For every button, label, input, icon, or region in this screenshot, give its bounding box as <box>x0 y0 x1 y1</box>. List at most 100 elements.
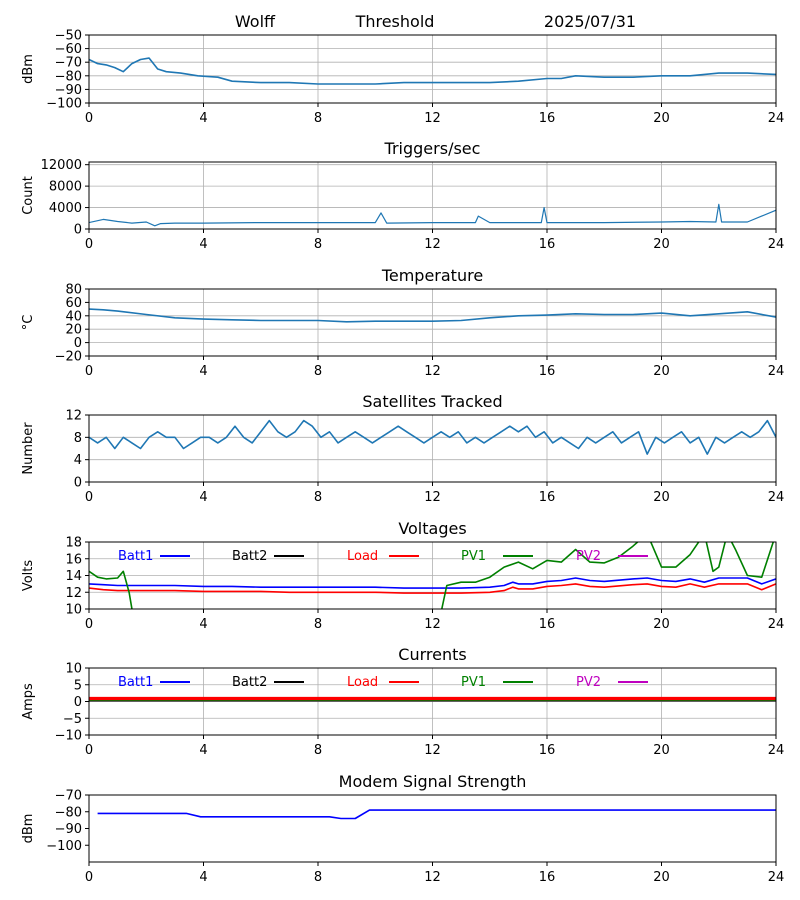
x-tick-label: 0 <box>85 364 93 379</box>
chart-panel-1: 0 4 8 12 16 20 24 −100−90−80−70−60−50 dBm <box>21 29 784 127</box>
x-tick-label: 4 <box>199 364 207 379</box>
x-tick-label: 20 <box>653 490 670 505</box>
y-tick-label: −5 <box>63 712 82 727</box>
chart-panel-2: 0 4 8 12 16 20 24 0 4000 8000 12000 Triggers/sec Cou… <box>21 139 784 252</box>
chart-title: Temperature <box>381 266 483 285</box>
x-tick-label: 12 <box>424 743 441 758</box>
x-tick-label: 0 <box>85 111 93 126</box>
y-tick-label: 10 <box>65 603 82 618</box>
y-tick-label: 10 <box>65 662 82 677</box>
y-tick-label: 40 <box>65 309 82 324</box>
legend-label-load: Load <box>347 675 378 690</box>
y-tick-label: −50 <box>55 29 82 44</box>
legend-label-pv1: PV1 <box>461 675 486 690</box>
legend-label-batt1: Batt1 <box>118 549 153 564</box>
header-mode: Threshold <box>355 12 435 31</box>
grid <box>88 162 777 230</box>
chart-title: Triggers/sec <box>384 139 481 158</box>
y-axis-label: Count <box>21 176 36 215</box>
x-tick-label: 24 <box>768 237 785 252</box>
chart-panel-7: 0 4 8 12 16 20 24 −100 −90 −80−70 Modem Signal Str… <box>21 772 784 885</box>
x-tick-label: 20 <box>653 870 670 885</box>
y-tick-label: −70 <box>55 789 82 804</box>
x-tick-label: 4 <box>199 237 207 252</box>
y-tick-label: 5 <box>74 678 82 693</box>
x-tick-label: 24 <box>768 870 785 885</box>
x-tick-label: 16 <box>539 490 556 505</box>
x-tick-label: 4 <box>199 111 207 126</box>
y-tick-label: −70 <box>55 56 82 71</box>
y-tick-label: −80 <box>55 69 82 84</box>
x-tick-label: 24 <box>768 364 785 379</box>
x-tick-label: 0 <box>85 870 93 885</box>
x-tick-label: 20 <box>653 743 670 758</box>
x-tick-label: 24 <box>768 743 785 758</box>
series-line-pv1 <box>89 542 775 609</box>
x-tick-label: 4 <box>199 743 207 758</box>
y-tick-label: 12 <box>65 409 82 424</box>
x-tick-label: 8 <box>314 111 322 126</box>
y-tick-label: 0 <box>74 695 82 710</box>
y-tick-label: 8 <box>74 431 82 446</box>
plot-frame <box>88 794 777 863</box>
x-tick-label: 16 <box>539 364 556 379</box>
grid <box>88 34 777 104</box>
x-tick-label: 12 <box>424 490 441 505</box>
legend: Batt1 Batt2 Load PV1 PV2 <box>118 675 648 690</box>
grid <box>88 541 777 610</box>
y-tick-label: −100 <box>46 839 82 854</box>
y-tick-label: 0 <box>74 336 82 351</box>
legend-label-pv2: PV2 <box>576 675 601 690</box>
x-tick-label: 8 <box>314 364 322 379</box>
x-tick-label: 0 <box>85 617 93 632</box>
header-station: Wolff <box>235 12 276 31</box>
y-tick-label: 8000 <box>49 180 82 195</box>
chart-title: Modem Signal Strength <box>339 772 527 791</box>
y-axis-label: dBm <box>21 54 36 84</box>
y-tick-label: −10 <box>55 729 82 744</box>
x-tick-label: 16 <box>539 743 556 758</box>
y-tick-label: 0 <box>74 476 82 491</box>
y-axis-label: °C <box>21 315 36 331</box>
x-tick-label: 0 <box>85 743 93 758</box>
legend-label-batt2: Batt2 <box>232 675 267 690</box>
x-tick-label: 8 <box>314 617 322 632</box>
y-tick-label: −100 <box>46 97 82 112</box>
y-tick-label: −60 <box>55 42 82 57</box>
y-tick-label: −90 <box>55 822 82 837</box>
series-line-1 <box>97 809 776 820</box>
x-tick-label: 16 <box>539 870 556 885</box>
chart-panel-4: 0 4 8 12 16 20 24 0 4 8 12 Satellites Tracked Number <box>21 392 784 505</box>
legend-label-batt2: Batt2 <box>232 549 267 564</box>
y-axis-label: Amps <box>21 683 36 720</box>
legend-label-pv1: PV1 <box>461 549 486 564</box>
x-tick-label: 24 <box>768 111 785 126</box>
x-tick-label: 8 <box>314 490 322 505</box>
x-tick-label: 24 <box>768 617 785 632</box>
grid <box>88 288 777 357</box>
series-line-load <box>89 583 776 594</box>
x-tick-label: 0 <box>85 237 93 252</box>
y-tick-label: −80 <box>55 805 82 820</box>
x-tick-label: 8 <box>314 743 322 758</box>
y-tick-label: 4 <box>74 453 82 468</box>
legend-label-pv2: PV2 <box>576 549 601 564</box>
y-tick-label: 20 <box>65 323 82 338</box>
header-date: 2025/07/31 <box>544 12 636 31</box>
series-line-1 <box>89 203 776 227</box>
x-tick-label: 16 <box>539 617 556 632</box>
x-tick-label: 4 <box>199 870 207 885</box>
x-tick-label: 12 <box>424 111 441 126</box>
x-tick-label: 24 <box>768 490 785 505</box>
x-tick-label: 0 <box>85 490 93 505</box>
y-tick-label: −20 <box>55 350 82 365</box>
x-tick-label: 16 <box>539 111 556 126</box>
legend-label-batt1: Batt1 <box>118 675 153 690</box>
y-tick-label: 14 <box>65 569 82 584</box>
series-line-1 <box>89 419 776 455</box>
y-tick-label: 60 <box>65 296 82 311</box>
